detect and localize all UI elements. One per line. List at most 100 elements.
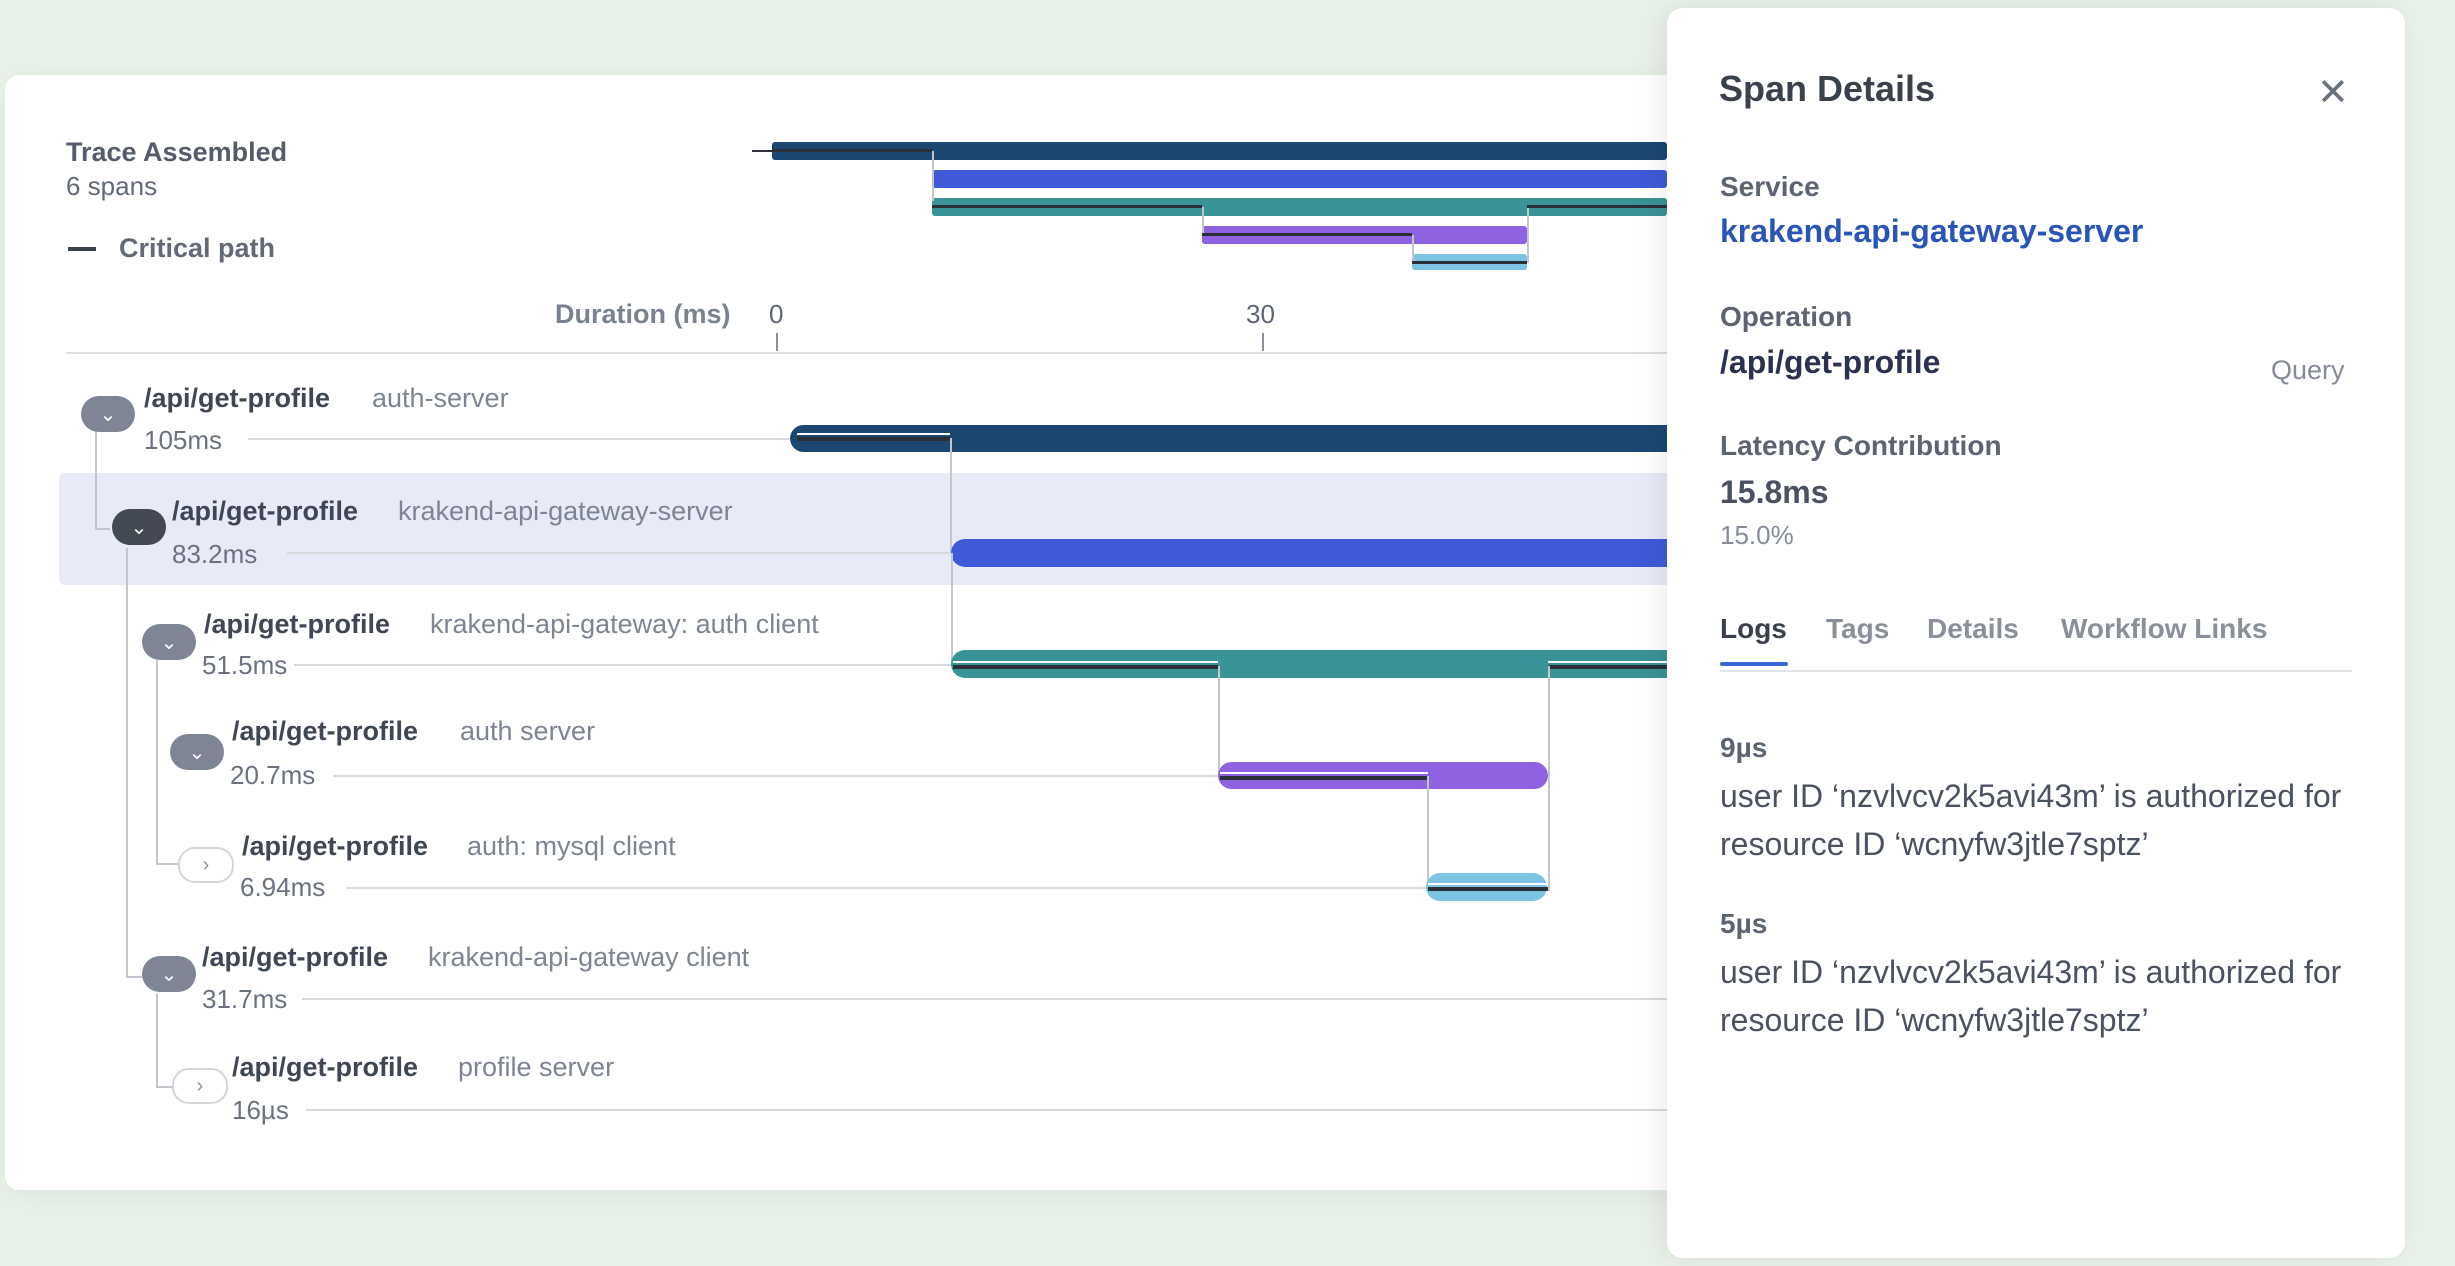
expand-toggle-auth-server-child[interactable]: ⌄ <box>170 734 224 770</box>
span-service: auth server <box>460 716 596 746</box>
row-guide-line <box>248 438 790 440</box>
selected-row-highlight[interactable] <box>59 473 1705 585</box>
minimap-critical-seg <box>772 149 932 152</box>
panel-title: Span Details <box>1719 68 1936 109</box>
tree-line <box>156 863 178 865</box>
row-guide-line <box>294 664 952 666</box>
tab-divider <box>1720 670 2352 672</box>
critical-connector <box>1218 666 1220 776</box>
row-guide-line <box>346 887 1427 889</box>
critical-connector <box>951 553 953 663</box>
span-duration: 20.7ms <box>230 760 316 790</box>
tree-line <box>95 528 110 530</box>
service-label: Service <box>1720 171 1820 202</box>
tab-workflow-links[interactable]: Workflow Links <box>2061 613 2268 644</box>
span-name[interactable]: /api/get-profile <box>232 716 419 746</box>
minimap-connector <box>932 151 934 201</box>
span-bar-auth-server-child[interactable] <box>1218 762 1548 789</box>
span-name[interactable]: /api/get-profile <box>242 831 429 861</box>
span-service: profile server <box>458 1052 615 1082</box>
chevron-down-icon: ⌄ <box>130 516 148 539</box>
row-guide-line <box>306 1109 1667 1111</box>
tab-details[interactable]: Details <box>1927 613 2019 644</box>
span-duration: 6.94ms <box>240 872 326 902</box>
tree-line <box>156 1086 172 1088</box>
span-duration: 51.5ms <box>202 650 288 680</box>
critical-path-label: Critical path <box>119 233 276 263</box>
duration-axis-label: Duration (ms) <box>555 299 731 329</box>
expand-toggle-mysql-client[interactable]: › <box>178 847 234 883</box>
expand-toggle-gateway-auth-client[interactable]: ⌄ <box>142 624 196 660</box>
tree-line <box>156 994 158 1088</box>
tab-logs[interactable]: Logs <box>1720 613 1787 644</box>
tab-tags[interactable]: Tags <box>1826 613 1890 644</box>
span-bar-gateway-server[interactable] <box>951 539 1667 567</box>
critical-path-highlight <box>1428 883 1548 885</box>
critical-path-segment <box>1220 776 1428 780</box>
operation-kind: Query <box>2271 355 2345 385</box>
tick-mark-0 <box>776 333 778 351</box>
operation-label: Operation <box>1720 301 1853 332</box>
span-bar-gateway-auth-client[interactable] <box>951 650 1667 678</box>
span-duration: 105ms <box>144 425 223 455</box>
tree-line <box>126 976 142 978</box>
span-service: krakend-api-gateway: auth client <box>430 609 819 639</box>
row-guide-line <box>302 998 1667 1000</box>
latency-label: Latency Contribution <box>1720 430 2002 461</box>
tick-label-0: 0 <box>769 299 784 329</box>
tick-label-30: 30 <box>1246 299 1275 329</box>
minimap-critical-seg <box>1202 233 1412 236</box>
critical-path-segment <box>797 437 950 441</box>
latency-value: 15.8ms <box>1720 474 1829 510</box>
span-count: 6 spans <box>66 171 158 201</box>
latency-percent: 15.0% <box>1720 520 1794 550</box>
log-time: 9µs <box>1720 732 1768 763</box>
span-duration: 31.7ms <box>202 984 288 1014</box>
span-duration: 83.2ms <box>172 539 258 569</box>
trace-title: Trace Assembled <box>66 137 288 167</box>
critical-path-segment <box>1548 665 1667 669</box>
tick-mark-30 <box>1262 333 1264 351</box>
tree-line <box>126 548 128 978</box>
span-service: krakend-api-gateway-server <box>398 496 733 526</box>
minimap-connector <box>1527 205 1529 263</box>
critical-path-segment <box>1428 887 1548 891</box>
minimap-critical-seg <box>1412 261 1527 264</box>
span-details-panel: Span Details ✕ Service krakend-api-gatew… <box>1667 8 2405 1258</box>
expand-toggle-gateway-server[interactable]: ⌄ <box>112 509 166 545</box>
log-message: user ID ‘nzvlvcv2k5avi43m’ is authorized… <box>1720 954 2342 1038</box>
tree-line <box>156 660 158 865</box>
close-icon[interactable]: ✕ <box>2317 72 2349 114</box>
critical-path-segment <box>953 665 1218 669</box>
row-guide-line <box>333 775 1220 777</box>
critical-path-highlight <box>797 433 950 435</box>
expand-toggle-gateway-client[interactable]: ⌄ <box>142 956 196 992</box>
chevron-down-icon: ⌄ <box>160 963 178 986</box>
span-service: auth: mysql client <box>467 831 676 861</box>
span-duration: 16µs <box>232 1095 289 1125</box>
log-message: user ID ‘nzvlvcv2k5avi43m’ is authorized… <box>1720 778 2342 862</box>
critical-path-highlight <box>953 661 1218 663</box>
critical-path-highlight <box>1220 772 1428 774</box>
minimap-connector <box>1412 235 1414 261</box>
span-name[interactable]: /api/get-profile <box>172 496 359 526</box>
minimap-bar-auth-server <box>772 142 1667 160</box>
minimap-critical-seg <box>932 205 1202 208</box>
axis-line <box>66 352 1706 354</box>
service-link[interactable]: krakend-api-gateway-server <box>1720 213 2144 249</box>
minimap-bar-gateway-server <box>932 170 1667 188</box>
span-name[interactable]: /api/get-profile <box>232 1052 419 1082</box>
span-name[interactable]: /api/get-profile <box>204 609 391 639</box>
chevron-down-icon: ⌄ <box>188 741 206 764</box>
span-service: krakend-api-gateway client <box>428 942 750 972</box>
minimap-critical-seg <box>1527 205 1667 208</box>
expand-toggle-auth-server[interactable]: ⌄ <box>81 396 135 432</box>
expand-toggle-profile-server[interactable]: › <box>172 1068 228 1104</box>
chevron-down-icon: ⌄ <box>99 403 117 426</box>
row-guide-line <box>287 552 952 554</box>
chevron-right-icon: › <box>196 1074 204 1097</box>
span-name[interactable]: /api/get-profile <box>202 942 389 972</box>
tree-line <box>95 430 97 530</box>
span-name[interactable]: /api/get-profile <box>144 383 331 413</box>
chevron-down-icon: ⌄ <box>160 631 178 654</box>
